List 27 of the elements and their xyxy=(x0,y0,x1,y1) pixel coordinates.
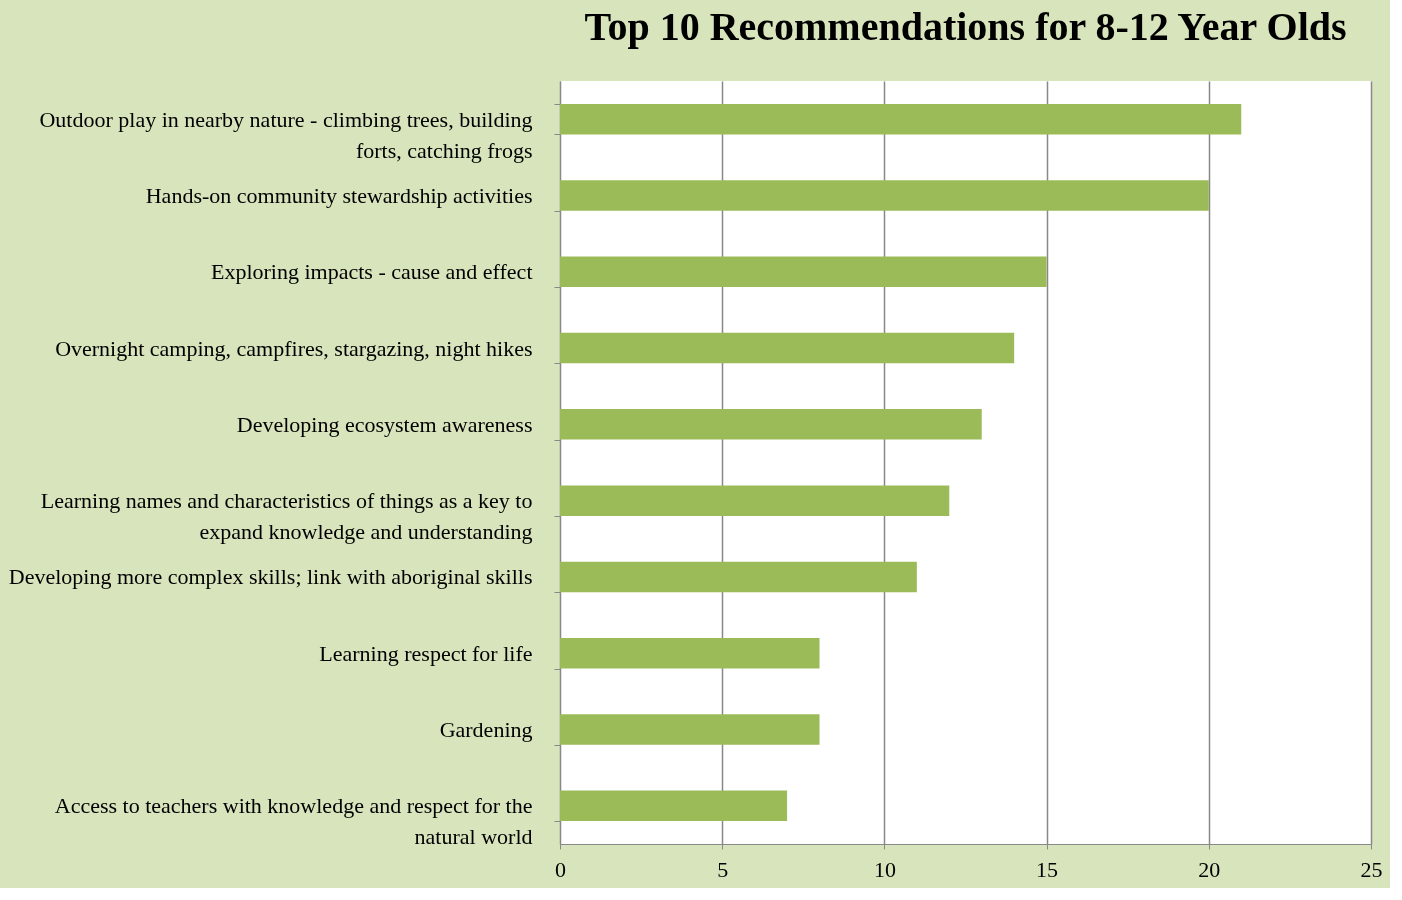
chart-title: Top 10 Recommendations for 8-12 Year Olds xyxy=(584,4,1347,49)
y-tick-label: Exploring impacts - cause and effect xyxy=(210,259,533,285)
y-tick-label: Outdoor play in nearby nature - climbing trees, building forts, catching frogs xyxy=(39,106,533,163)
bar xyxy=(560,637,820,669)
y-tick-label: Gardening xyxy=(439,717,533,743)
bar xyxy=(560,180,1209,211)
bar xyxy=(560,256,1047,288)
bar xyxy=(560,485,950,516)
x-tick-label: 10 xyxy=(873,856,896,882)
x-tick-label: 15 xyxy=(1036,856,1059,882)
x-tick-label: 25 xyxy=(1360,856,1383,882)
y-tick-label: Overnight camping, campfires, stargazing, night hikes xyxy=(55,335,533,361)
bar xyxy=(560,332,1015,364)
y-tick-label: Hands-on community stewardship activities xyxy=(145,182,533,208)
y-tick-label: Learning respect for life xyxy=(319,640,533,666)
bar xyxy=(560,103,1242,135)
y-tick-label: Learning names and characteristics of things as a key to expand knowledge and understanding xyxy=(40,488,533,545)
bar xyxy=(560,714,820,745)
bar xyxy=(560,409,982,440)
x-tick-label: 5 xyxy=(717,856,729,882)
x-tick-label: 20 xyxy=(1198,856,1221,882)
bar xyxy=(560,561,917,593)
x-tick-label: 0 xyxy=(555,856,566,882)
y-tick-label: Developing ecosystem awareness xyxy=(236,411,533,437)
y-tick-label: Developing more complex skills; link with aboriginal skills xyxy=(8,564,533,590)
bar xyxy=(560,790,788,822)
y-tick-label: Access to teachers with knowledge and respect for the natural world xyxy=(54,793,533,850)
